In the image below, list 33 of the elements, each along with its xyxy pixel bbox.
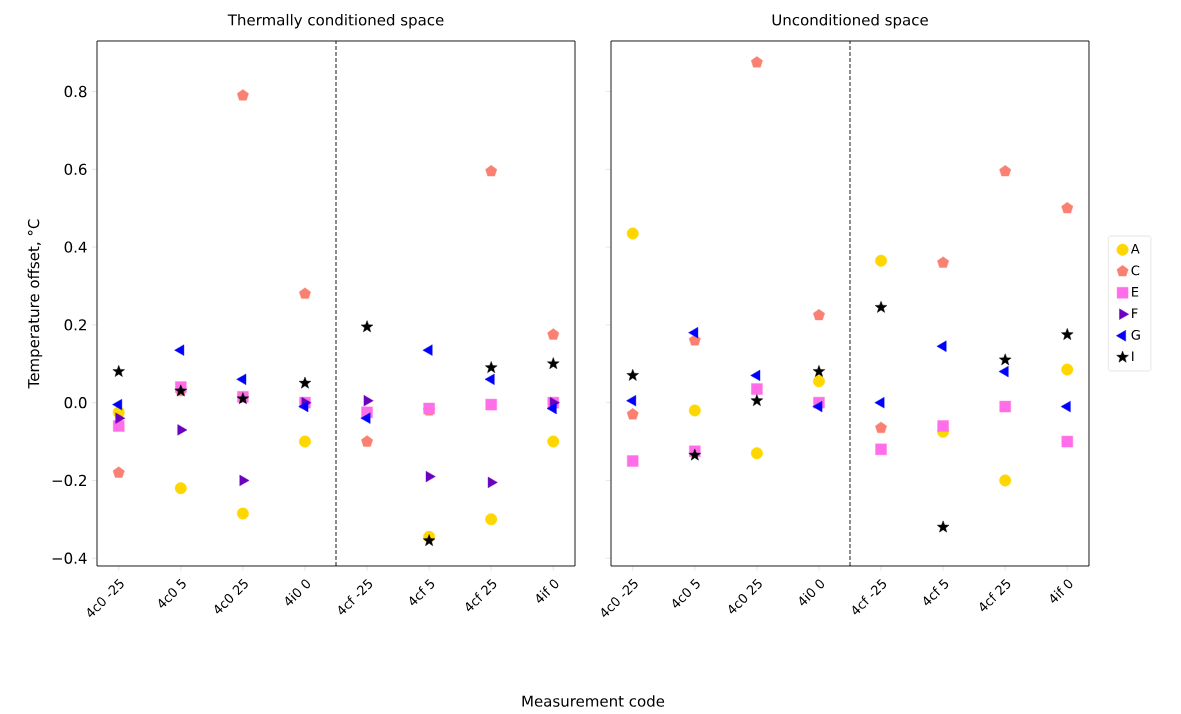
x-tick-label: 4i0 0 (285, 579, 311, 606)
x-tick-label: 4cf 25 (465, 578, 497, 612)
legend-label: F (1132, 308, 1138, 318)
y-tick-label: −0.4 (52, 552, 87, 564)
x-tick-label: 4if 0 (536, 579, 559, 603)
chart-title: Unconditioned space (772, 13, 928, 29)
y-tick-label: −0.2 (52, 474, 86, 487)
x-tick-label: 4cf -25 (338, 578, 373, 615)
y-tick-label: 0.4 (64, 241, 87, 253)
legend-label: G (1131, 329, 1140, 340)
x-tick-label: 4c0 5 (672, 578, 700, 608)
x-tick-label: 4if 0 (1050, 579, 1073, 603)
y-tick-label: 0.8 (64, 85, 87, 98)
legend-label: I (1132, 351, 1134, 361)
x-axis-title: Measurement code (522, 695, 665, 707)
x-tick-label: 4c0 5 (158, 578, 186, 608)
x-tick-label: 4cf 5 (923, 578, 949, 606)
y-tick-label: 0.2 (64, 319, 86, 331)
y-tick-label: 0.0 (64, 396, 87, 409)
chart-title: Thermally conditioned space (227, 13, 444, 29)
x-tick-label: 4c0 -25 (87, 578, 124, 617)
x-tick-label: 4cf -25 (852, 578, 887, 615)
x-tick-label: 4c0 25 (214, 578, 248, 614)
x-tick-label: 4c0 25 (728, 578, 762, 614)
x-tick-label: 4i0 0 (799, 579, 825, 606)
y-tick-label: 0.6 (64, 163, 87, 175)
y-axis-title: Temperature offset, °C (27, 219, 43, 389)
x-tick-label: 4c0 -25 (601, 578, 638, 617)
legend-label: A (1130, 244, 1140, 254)
legend-label: C (1131, 265, 1140, 276)
x-tick-label: 4cf 5 (409, 578, 435, 606)
x-tick-label: 4cf 25 (979, 578, 1011, 612)
legend-label: E (1132, 287, 1139, 297)
